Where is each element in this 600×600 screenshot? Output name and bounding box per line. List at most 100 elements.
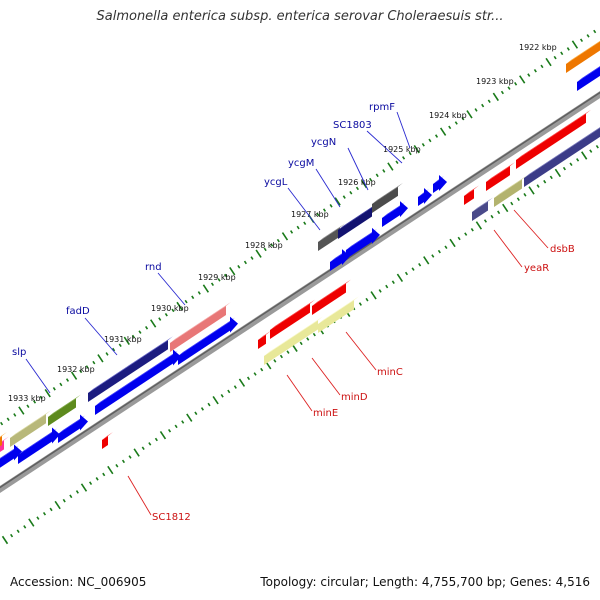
kbp-tick-label: 1931 kbp [104,335,142,344]
tick-mark [89,481,93,485]
tick-mark [131,334,135,339]
tick-mark [26,404,30,408]
tick-mark [589,149,593,153]
tick-mark [250,256,254,260]
tick-mark [402,156,406,160]
tick-mark [528,186,535,195]
kbp-tick-label: 1930 kbp [151,304,189,313]
tick-mark [243,260,247,265]
tick-mark [569,162,573,167]
tick-mark [227,389,231,394]
tick-mark [395,160,399,165]
tick-mark [186,413,193,422]
forward-gene-label[interactable]: rpmF [369,102,395,113]
reverse-gene-label[interactable]: minC [377,367,403,378]
tick-mark [449,238,456,248]
tick-mark [437,249,441,254]
tick-mark [523,193,527,197]
tick-mark [404,271,409,276]
kbp-tick-label: 1925 kbp [383,145,421,154]
tick-mark [95,477,99,481]
tick-mark [370,291,377,300]
forward-gene-label[interactable]: ycgN [311,137,336,148]
tick-mark [349,190,353,195]
gene-block [494,175,527,207]
reverse-gene-label[interactable]: SC1812 [152,512,191,523]
tick-mark [360,179,368,189]
tick-mark [342,195,346,199]
reverse-gene-label[interactable]: minE [313,408,338,419]
tick-mark [387,162,394,171]
tick-mark [16,529,20,534]
reverse-label-line [345,331,377,371]
accession-text: Accession: NC_006905 [10,575,147,589]
tick-mark [365,297,369,302]
forward-label-line [315,168,341,208]
forward-gene-label[interactable]: rnd [145,262,162,273]
tick-mark [423,256,430,265]
tick-mark [434,134,439,138]
forward-label-line [157,272,186,306]
tick-mark [454,121,458,125]
tick-mark [540,64,544,69]
forward-gene-label[interactable]: fadD [66,306,90,317]
tick-mark [286,350,290,354]
forward-gene-label[interactable]: SC1803 [333,120,372,131]
reverse-label-line [286,374,313,412]
forward-gene-label[interactable]: ycgL [264,177,288,188]
tick-mark [500,90,504,95]
gene-block [258,330,271,349]
tick-mark [174,424,178,429]
tick-mark [595,144,599,149]
tick-mark [70,371,78,380]
tick-mark [181,420,185,424]
tick-mark [85,365,89,369]
tick-mark [279,354,283,359]
tick-mark [32,400,37,404]
tick-mark [59,382,63,387]
reverse-gene-label[interactable]: yeaR [524,263,549,274]
backbone-edge [0,91,600,489]
reverse-gene-label[interactable]: minD [341,392,368,403]
tick-mark [444,245,448,250]
gene-label-lines [25,111,549,516]
tick-mark [133,448,140,457]
tick-mark [562,166,566,171]
gene-block [88,336,173,402]
tick-mark [1,535,9,545]
tick-mark [229,266,236,276]
tick-mark [158,317,162,321]
tick-mark [97,354,104,363]
tick-mark [413,144,420,154]
tick-mark [470,227,474,232]
tick-mark [593,29,597,34]
tick-mark [560,51,564,56]
forward-label-line [347,147,369,191]
tick-mark [238,378,246,387]
kbp-tick-label: 1923 kbp [476,77,514,86]
tick-mark [289,230,294,234]
gene-block [318,223,345,251]
tick-mark [545,57,552,67]
tick-mark [396,273,404,283]
tick-mark [516,197,520,201]
forward-gene-label[interactable]: ycgM [288,158,314,169]
reverse-label-line [513,209,549,249]
tick-mark [581,151,588,160]
map-title: Salmonella enterica subsp. enterica sero… [96,9,504,24]
gene-block [264,316,323,365]
reverse-label-line [311,357,341,396]
forward-gene-label[interactable]: slp [12,347,26,358]
tick-mark [263,247,267,252]
kbp-tick-label: 1926 kbp [338,178,376,187]
reverse-gene-label[interactable]: dsbB [550,244,575,255]
tick-mark [514,82,518,86]
gene-block [464,185,479,205]
tick-mark [428,138,432,143]
tick-mark [507,86,511,90]
tick-mark [457,236,461,241]
gene-block [382,201,408,227]
tick-mark [52,387,56,391]
tick-mark [549,175,553,180]
tick-mark [475,221,483,230]
